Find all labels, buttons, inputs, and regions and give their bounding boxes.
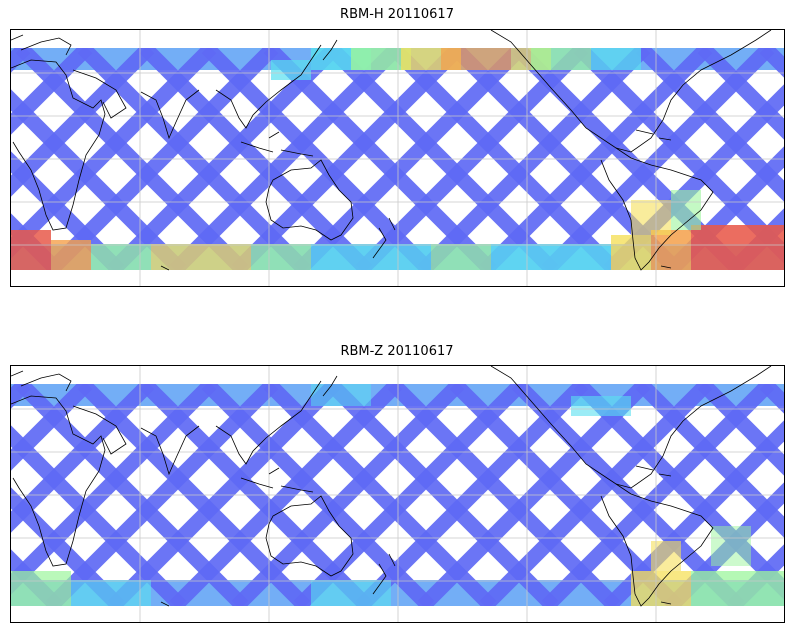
coastline-3 xyxy=(215,380,322,465)
panel-title-rbm-h: RBM-H 20110617 xyxy=(340,7,454,22)
coastline-12 xyxy=(160,601,672,607)
swath-map-rbm-z xyxy=(11,366,784,622)
coastline-0 xyxy=(11,59,106,231)
coastline-5 xyxy=(322,39,338,61)
coastline-1 xyxy=(72,69,127,119)
intensity-patch xyxy=(671,190,701,230)
graticule xyxy=(11,366,784,622)
coastlines xyxy=(11,366,772,607)
coastline-0 xyxy=(11,395,106,567)
coastline-2 xyxy=(140,89,200,140)
intensity-patch xyxy=(631,571,691,606)
intensity-patch xyxy=(431,244,491,270)
intensity-patch xyxy=(251,244,311,270)
intensity-patch xyxy=(591,48,641,70)
intensity-patch xyxy=(631,200,671,235)
intensity-patch xyxy=(51,240,91,270)
intensity-patch xyxy=(691,225,784,270)
coastlines xyxy=(11,30,772,271)
intensity-patch xyxy=(651,230,691,270)
coastline-8 xyxy=(490,30,772,153)
intensity-patch xyxy=(441,48,511,70)
intensity-patch xyxy=(11,571,71,606)
coastline-10 xyxy=(635,465,672,477)
coastline-7 xyxy=(372,217,396,259)
intensity-patch xyxy=(311,384,371,406)
coastline-12 xyxy=(160,265,672,271)
map-panel-rbm-h xyxy=(10,29,785,287)
coastline-11 xyxy=(11,34,72,56)
intensity-patch xyxy=(711,526,751,566)
coastline-11 xyxy=(11,370,72,392)
coastline-6 xyxy=(265,159,354,241)
swath-map-rbm-h xyxy=(11,30,784,286)
swath-asc xyxy=(727,544,784,606)
intensity-patch xyxy=(351,48,411,70)
map-panel-rbm-z xyxy=(10,365,785,623)
graticule xyxy=(11,30,784,286)
coastline-3 xyxy=(215,44,322,129)
coastline-7 xyxy=(372,553,396,595)
coastline-5 xyxy=(322,375,338,397)
intensity-patch xyxy=(571,396,631,416)
intensity-patch xyxy=(611,235,651,270)
coastline-9 xyxy=(600,147,714,271)
coastline-8 xyxy=(490,366,772,489)
swath-desc xyxy=(697,384,784,476)
coastline-10 xyxy=(635,129,672,141)
intensity-patch xyxy=(271,60,311,80)
intensity-patch xyxy=(311,244,431,270)
coastline-4 xyxy=(240,467,314,493)
coastline-4 xyxy=(240,131,314,157)
coastline-1 xyxy=(72,405,127,455)
intensity-patch xyxy=(151,244,251,270)
intensity-patch xyxy=(691,571,784,606)
intensity-patch xyxy=(311,580,391,606)
intensity-patch xyxy=(491,244,611,270)
panel-title-rbm-z: RBM-Z 20110617 xyxy=(340,344,454,359)
coastline-6 xyxy=(265,495,354,577)
intensity-patch xyxy=(531,48,591,70)
intensity-patch xyxy=(71,580,151,606)
intensity-patch xyxy=(11,230,51,270)
coastline-2 xyxy=(140,425,200,476)
coastline-9 xyxy=(600,483,714,607)
swath-desc xyxy=(697,48,784,140)
intensity-patch xyxy=(91,244,151,270)
